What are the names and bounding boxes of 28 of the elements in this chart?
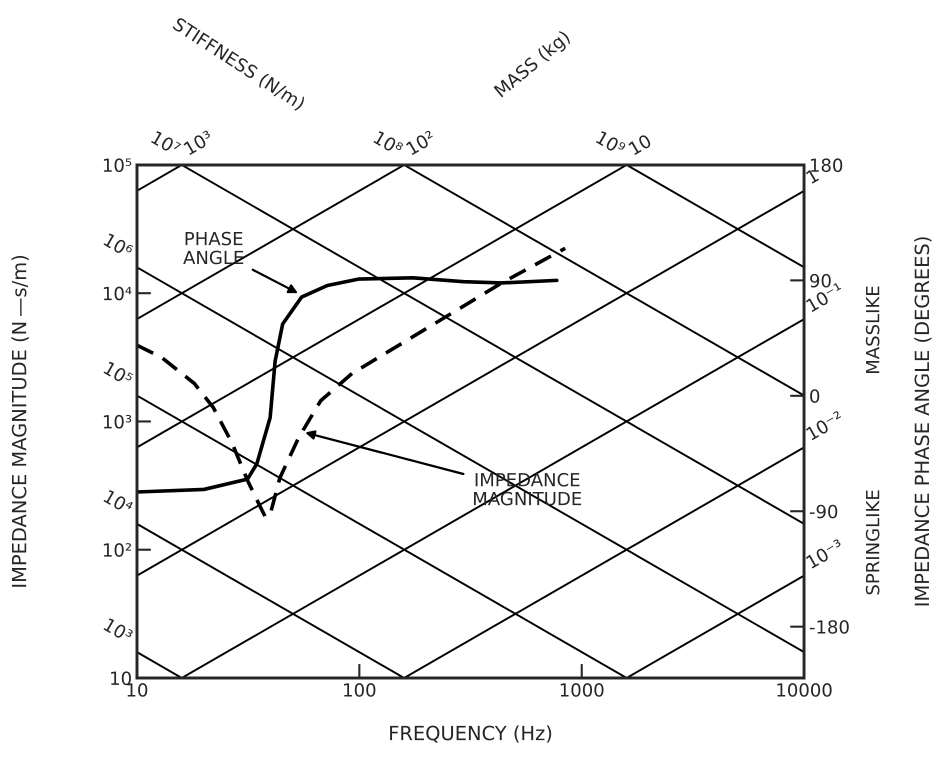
text: 10⁶ — [103, 232, 134, 258]
x-tick-label: 100 — [344, 683, 376, 697]
text: 10 — [628, 134, 652, 156]
text: MASSLIKE — [866, 286, 880, 374]
x-tick-label: 10000 — [777, 683, 832, 697]
text: 10⁻² — [806, 410, 844, 441]
y2-tick-label: -180 — [810, 620, 849, 634]
text: SPRINGLIKE — [866, 490, 880, 594]
y-tick-label: 10² — [104, 543, 131, 557]
text: 10⁹ — [596, 130, 626, 156]
x-tick-label: 10 — [127, 683, 148, 697]
text: 10³ — [183, 130, 214, 156]
y2-tick-label: 0 — [810, 389, 820, 403]
y2-tick-label: 180 — [810, 158, 842, 172]
y-tick-label: 10 — [111, 671, 131, 686]
y2-axis-title: IMPEDANCE PHASE ANGLE (DEGREES) — [914, 237, 932, 606]
y-tick-label: 10⁵ — [104, 158, 132, 172]
x-tick-label: 1000 — [560, 683, 604, 697]
text: 10⁷ — [150, 130, 182, 156]
text: 10⁸ — [373, 130, 404, 156]
y-axis-title: IMPEDANCE MAGNITUDE (N —s/m) — [11, 256, 29, 587]
y-tick-label: 10³ — [104, 414, 132, 429]
annotation: PHASE ANGLE — [183, 232, 244, 264]
y-tick-label: 10⁴ — [104, 286, 132, 300]
text: 10² — [406, 130, 436, 156]
text: 10⁻³ — [806, 538, 844, 569]
y2-tick-label: -90 — [810, 504, 838, 518]
x-axis-title: FREQUENCY (Hz) — [390, 725, 552, 743]
